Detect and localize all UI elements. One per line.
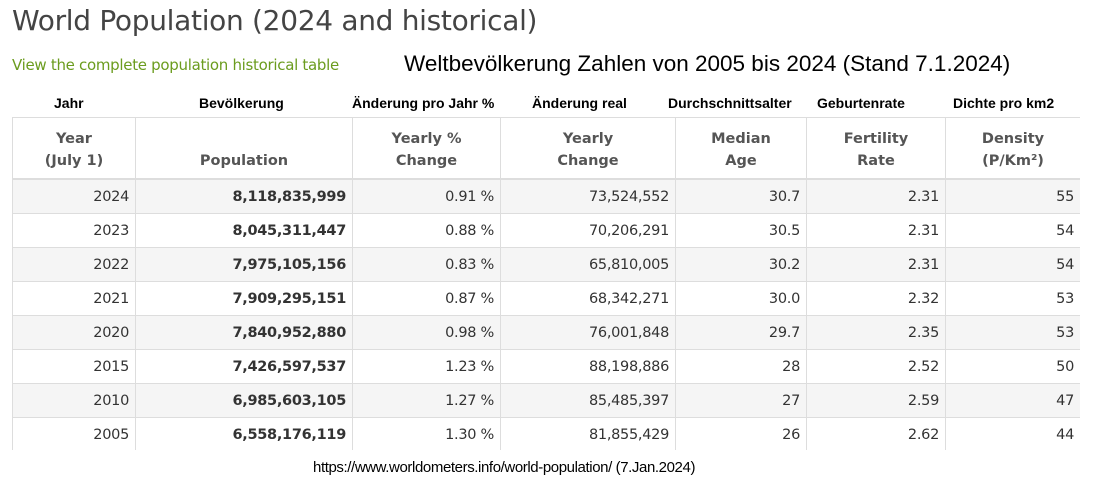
column-header-line: Rate [857, 153, 895, 169]
cell-yearly-change: 81,855,429 [500, 417, 676, 450]
table-row: 2005 6,558,176,119 1.30 % 81,855,429 26 2.62 4… [12, 417, 1080, 450]
cell-year: 2021 [12, 281, 136, 316]
table-header-row: Year (July 1) Population Yearly % Change Yea… [12, 117, 1080, 180]
cell-density: 47 [945, 383, 1080, 418]
cell-yearly-pct-change: 0.83 % [352, 247, 501, 282]
column-header-line: Yearly [562, 131, 614, 147]
cell-population: 6,985,603,105 [135, 383, 353, 418]
cell-yearly-change: 70,206,291 [500, 213, 676, 248]
cell-density: 53 [945, 315, 1080, 350]
cell-population: 8,118,835,999 [135, 178, 353, 214]
cell-yearly-pct-change: 0.98 % [352, 315, 501, 350]
cell-yearly-change: 65,810,005 [500, 247, 676, 282]
page-title: World Population (2024 and historical) [12, 4, 538, 37]
cell-year: 2010 [12, 383, 136, 418]
cell-fertility-rate: 2.62 [806, 417, 946, 450]
cell-density: 54 [945, 247, 1080, 282]
cell-population: 7,840,952,880 [135, 315, 353, 350]
column-header-fertility-rate[interactable]: Fertility Rate [806, 117, 946, 180]
german-header-year: Jahr [54, 95, 84, 111]
column-header-population[interactable]: Population [135, 117, 353, 180]
table-row: 2015 7,426,597,537 1.23 % 88,198,886 28 2.52 5… [12, 349, 1080, 384]
cell-population: 8,045,311,447 [135, 213, 353, 248]
column-header-median-age[interactable]: Median Age [675, 117, 807, 180]
cell-density: 44 [945, 417, 1080, 450]
column-header-line [142, 128, 346, 150]
cell-year: 2015 [12, 349, 136, 384]
column-header-line: Age [725, 153, 757, 169]
cell-year: 2020 [12, 315, 136, 350]
table-row: 2022 7,975,105,156 0.83 % 65,810,005 30.2 2.3… [12, 247, 1080, 282]
cell-population: 7,975,105,156 [135, 247, 353, 282]
german-header-density: Dichte pro km2 [953, 95, 1055, 111]
table-row: 2024 8,118,835,999 0.91 % 73,524,552 30.7 2.3… [12, 178, 1080, 214]
cell-fertility-rate: 2.31 [806, 213, 946, 248]
cell-yearly-change: 85,485,397 [500, 383, 676, 418]
cell-year: 2024 [12, 178, 136, 214]
cell-median-age: 29.7 [675, 315, 807, 350]
column-header-line: Median [711, 131, 771, 147]
cell-density: 55 [945, 178, 1080, 214]
cell-density: 54 [945, 213, 1080, 248]
cell-yearly-pct-change: 1.30 % [352, 417, 501, 450]
german-header-fertility: Geburtenrate [817, 95, 905, 111]
cell-median-age: 28 [675, 349, 807, 384]
cell-year: 2022 [12, 247, 136, 282]
cell-year: 2023 [12, 213, 136, 248]
cell-yearly-pct-change: 0.91 % [352, 178, 501, 214]
source-citation: https://www.worldometers.info/world-popu… [313, 459, 696, 476]
cell-fertility-rate: 2.52 [806, 349, 946, 384]
cell-density: 50 [945, 349, 1080, 384]
cell-fertility-rate: 2.59 [806, 383, 946, 418]
cell-yearly-pct-change: 0.87 % [352, 281, 501, 316]
column-header-line: Yearly % [391, 131, 462, 147]
cell-median-age: 27 [675, 383, 807, 418]
table-row: 2021 7,909,295,151 0.87 % 68,342,271 30.0 2.3… [12, 281, 1080, 316]
column-header-line: Density [981, 131, 1045, 147]
cell-population: 6,558,176,119 [135, 417, 353, 450]
cell-population: 7,426,597,537 [135, 349, 353, 384]
column-header-line: Year [56, 131, 92, 147]
cell-yearly-pct-change: 1.27 % [352, 383, 501, 418]
cell-fertility-rate: 2.35 [806, 315, 946, 350]
cell-median-age: 30.7 [675, 178, 807, 214]
cell-year: 2005 [12, 417, 136, 450]
cell-yearly-pct-change: 0.88 % [352, 213, 501, 248]
table-row: 2020 7,840,952,880 0.98 % 76,001,848 29.7 2.3… [12, 315, 1080, 350]
column-header-line: Population [199, 153, 289, 169]
cell-yearly-change: 88,198,886 [500, 349, 676, 384]
column-header-year[interactable]: Year (July 1) [12, 117, 136, 180]
german-header-yearly-pct: Änderung pro Jahr % [352, 95, 495, 111]
cell-median-age: 30.5 [675, 213, 807, 248]
population-table: Year (July 1) Population Yearly % Change Yea… [12, 117, 1080, 450]
column-header-density[interactable]: Density (P/Km²) [945, 117, 1080, 180]
column-header-line: (P/Km²) [982, 153, 1044, 169]
population-table-container: Year (July 1) Population Yearly % Change Yea… [12, 117, 1080, 450]
cell-yearly-change: 73,524,552 [500, 178, 676, 214]
cell-median-age: 30.0 [675, 281, 807, 316]
cell-density: 53 [945, 281, 1080, 316]
cell-fertility-rate: 2.31 [806, 178, 946, 214]
column-header-line: Change [557, 153, 619, 169]
cell-yearly-change: 76,001,848 [500, 315, 676, 350]
table-row: 2023 8,045,311,447 0.88 % 70,206,291 30.5 2.3… [12, 213, 1080, 248]
german-header-median-age: Durchschnittsalter [668, 95, 792, 111]
cell-median-age: 26 [675, 417, 807, 450]
german-subtitle: Weltbevölkerung Zahlen von 2005 bis 2024… [404, 51, 1011, 76]
cell-median-age: 30.2 [675, 247, 807, 282]
german-header-yearly-change: Änderung real [532, 95, 627, 111]
historical-table-link[interactable]: View the complete population historical … [12, 56, 339, 74]
cell-yearly-change: 68,342,271 [500, 281, 676, 316]
german-header-population: Bevölkerung [199, 95, 284, 111]
cell-population: 7,909,295,151 [135, 281, 353, 316]
column-header-line: Change [395, 153, 458, 169]
column-header-yearly-change[interactable]: Yearly Change [500, 117, 676, 180]
cell-fertility-rate: 2.32 [806, 281, 946, 316]
table-row: 2010 6,985,603,105 1.27 % 85,485,397 27 2.59 4… [12, 383, 1080, 418]
cell-yearly-pct-change: 1.23 % [352, 349, 501, 384]
column-header-line: Fertility [843, 131, 909, 147]
column-header-line: (July 1) [44, 153, 104, 169]
cell-fertility-rate: 2.31 [806, 247, 946, 282]
column-header-yearly-pct-change[interactable]: Yearly % Change [352, 117, 501, 180]
